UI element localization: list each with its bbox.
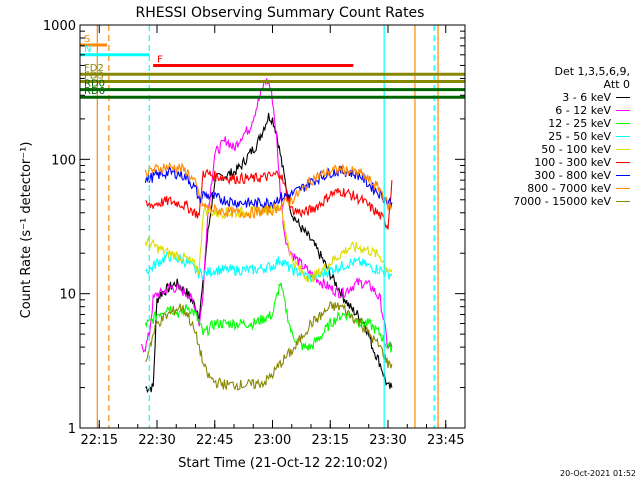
- x-tick-label: 23:30: [369, 433, 406, 448]
- legend-swatch: [616, 149, 630, 150]
- y-tick-label: 100: [51, 153, 76, 168]
- x-tick-label: 22:30: [138, 433, 175, 448]
- series-line-8: [144, 301, 393, 391]
- x-tick-label: 23:00: [254, 433, 291, 448]
- legend-entry: 25 - 50 keV: [513, 130, 630, 143]
- series-line-1: [141, 78, 393, 353]
- chart-title: RHESSI Observing Summary Count Rates: [136, 5, 425, 21]
- legend-swatch: [616, 201, 630, 202]
- x-tick-label: 22:45: [196, 433, 233, 448]
- y-tick-label: 1: [68, 422, 76, 437]
- legend-label: 100 - 300 keV: [534, 156, 611, 169]
- legend-entry: 6 - 12 keV: [513, 104, 630, 117]
- legend-entry: 12 - 25 keV: [513, 117, 630, 130]
- y-axis-label: Count Rate (s⁻¹ detector⁻¹): [19, 142, 34, 319]
- x-tick-label: 23:45: [427, 433, 464, 448]
- legend-entry: 7000 - 15000 keV: [513, 195, 630, 208]
- legend-label: 50 - 100 keV: [541, 143, 611, 156]
- legend-label: 12 - 25 keV: [548, 117, 611, 130]
- legend-label: 300 - 800 keV: [534, 169, 611, 182]
- legend-label: 6 - 12 keV: [555, 104, 611, 117]
- legend-entry: 100 - 300 keV: [513, 156, 630, 169]
- legend-label: 3 - 6 keV: [562, 91, 611, 104]
- legend-swatch: [616, 110, 630, 111]
- legend-entry: 50 - 100 keV: [513, 143, 630, 156]
- series-line-2: [144, 282, 393, 353]
- legend-label: 800 - 7000 keV: [527, 182, 611, 195]
- mode-label-f: F: [157, 54, 163, 65]
- legend-swatch: [616, 162, 630, 163]
- series-line-0: [145, 112, 393, 394]
- y-tick-label: 10: [59, 288, 76, 303]
- legend-entry: 300 - 800 keV: [513, 169, 630, 182]
- legend-swatch: [616, 97, 630, 98]
- mode-label-s: S: [84, 34, 90, 45]
- legend-swatch: [616, 123, 630, 124]
- legend-header: Det 1,3,5,6,9,: [554, 65, 630, 78]
- legend-entry: 3 - 6 keV: [513, 91, 630, 104]
- legend-swatch: [616, 136, 630, 137]
- mode-label-fd2: FD2: [84, 63, 104, 74]
- y-tick-label: 1000: [43, 19, 76, 34]
- x-tick-label: 23:15: [312, 433, 349, 448]
- legend-entry: 800 - 7000 keV: [513, 182, 630, 195]
- mode-label-rd6: RD6: [84, 86, 105, 97]
- series-line-3: [144, 251, 393, 283]
- series-line-7: [144, 162, 393, 220]
- legend-swatch: [616, 188, 630, 189]
- series-line-4: [144, 203, 393, 283]
- legend-header: Att 0: [603, 78, 630, 91]
- mode-label-n: N: [84, 44, 91, 55]
- plot-frame: [79, 24, 466, 429]
- footer-date: 20-Oct-2021 01:52: [560, 469, 636, 478]
- mode-label-fd3: FD3: [84, 70, 104, 81]
- x-axis-label: Start Time (21-Oct-12 22:10:02): [178, 456, 388, 471]
- series-line-5: [145, 168, 393, 230]
- legend-label: 7000 - 15000 keV: [513, 195, 611, 208]
- legend-label: 25 - 50 keV: [548, 130, 611, 143]
- mode-label-rd0: RD0: [84, 79, 105, 90]
- legend-swatch: [616, 175, 630, 176]
- x-tick-label: 22:15: [81, 433, 118, 448]
